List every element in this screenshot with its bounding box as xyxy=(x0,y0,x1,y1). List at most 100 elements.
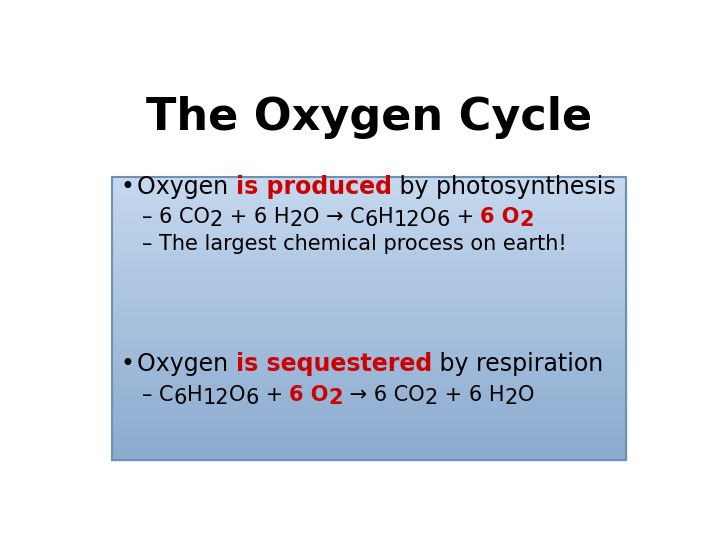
Bar xyxy=(112,185,626,186)
Bar xyxy=(112,349,626,350)
Bar xyxy=(112,232,626,234)
Bar xyxy=(112,430,626,431)
Text: O: O xyxy=(518,384,534,404)
Bar xyxy=(112,241,626,243)
Text: 6 O: 6 O xyxy=(289,384,329,404)
Bar xyxy=(112,267,626,269)
Bar xyxy=(112,262,626,264)
Bar xyxy=(112,332,626,334)
Bar xyxy=(112,322,626,324)
Bar xyxy=(112,371,626,373)
Bar xyxy=(112,390,626,392)
Bar xyxy=(112,211,626,213)
Bar xyxy=(112,305,626,307)
Bar xyxy=(112,411,626,413)
Bar xyxy=(112,207,626,209)
Bar xyxy=(112,224,626,226)
Bar xyxy=(112,277,626,279)
Bar xyxy=(112,416,626,419)
Bar xyxy=(112,424,626,426)
Text: 6 O: 6 O xyxy=(480,207,520,227)
Bar xyxy=(112,183,626,185)
Text: 2: 2 xyxy=(210,211,223,231)
Bar xyxy=(112,350,626,353)
Bar xyxy=(112,247,626,249)
Bar xyxy=(112,373,626,375)
Bar xyxy=(112,266,626,267)
Text: Oxygen: Oxygen xyxy=(137,352,235,376)
Bar xyxy=(112,363,626,366)
Bar xyxy=(112,413,626,415)
Bar xyxy=(112,282,626,285)
Bar xyxy=(112,377,626,379)
Bar xyxy=(112,292,626,294)
Bar xyxy=(112,381,626,382)
Bar xyxy=(112,220,626,222)
Bar xyxy=(112,447,626,449)
Bar xyxy=(112,401,626,403)
Text: is produced: is produced xyxy=(235,175,392,199)
Text: –: – xyxy=(142,234,152,254)
Bar xyxy=(112,194,626,196)
Text: by respiration: by respiration xyxy=(432,352,603,376)
Bar xyxy=(112,303,626,305)
Bar xyxy=(112,441,626,443)
Text: The largest chemical process on earth!: The largest chemical process on earth! xyxy=(159,234,567,254)
Text: Oxygen: Oxygen xyxy=(137,175,235,199)
Bar xyxy=(112,204,626,205)
Bar xyxy=(112,205,626,207)
Text: 6 CO: 6 CO xyxy=(159,207,210,227)
Bar xyxy=(112,290,626,292)
Bar xyxy=(112,396,626,397)
Bar xyxy=(112,288,626,290)
Bar xyxy=(112,334,626,335)
Text: O → C: O → C xyxy=(302,207,364,227)
Bar xyxy=(112,177,626,460)
Bar xyxy=(112,215,626,217)
Bar xyxy=(112,269,626,271)
Bar xyxy=(112,405,626,407)
Bar xyxy=(112,213,626,215)
Bar xyxy=(112,298,626,300)
Bar xyxy=(112,450,626,453)
Text: O: O xyxy=(420,207,436,227)
Bar xyxy=(112,382,626,384)
Bar xyxy=(112,418,626,420)
Bar xyxy=(112,316,626,319)
Text: + 6 H: + 6 H xyxy=(223,207,289,227)
Bar xyxy=(112,285,626,286)
Text: + 6 H: + 6 H xyxy=(438,384,505,404)
Bar xyxy=(112,311,626,313)
Bar xyxy=(112,243,626,245)
Bar xyxy=(112,445,626,447)
Text: H: H xyxy=(378,207,393,227)
Bar xyxy=(112,415,626,416)
Bar xyxy=(112,339,626,341)
Text: 2: 2 xyxy=(329,388,343,408)
Bar xyxy=(112,235,626,238)
Bar xyxy=(112,375,626,377)
Bar xyxy=(112,249,626,251)
Bar xyxy=(112,239,626,241)
Bar xyxy=(112,345,626,347)
Bar xyxy=(112,253,626,254)
Bar xyxy=(112,367,626,369)
Bar xyxy=(112,286,626,288)
Text: 6: 6 xyxy=(364,211,378,231)
Text: The Oxygen Cycle: The Oxygen Cycle xyxy=(146,96,592,139)
Bar xyxy=(112,251,626,253)
Bar xyxy=(112,434,626,435)
Bar xyxy=(112,245,626,247)
Bar xyxy=(112,435,626,437)
Bar xyxy=(112,273,626,275)
Bar xyxy=(112,420,626,422)
Bar xyxy=(112,181,626,183)
Bar xyxy=(112,315,626,316)
Bar xyxy=(112,188,626,190)
Bar xyxy=(112,217,626,219)
Bar xyxy=(112,324,626,326)
Bar xyxy=(112,320,626,322)
Text: 2: 2 xyxy=(505,388,518,408)
Bar xyxy=(112,279,626,281)
Bar xyxy=(112,330,626,332)
